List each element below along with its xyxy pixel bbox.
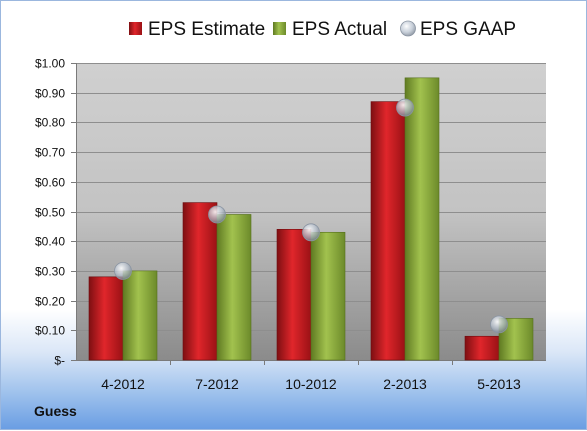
bar-actual <box>404 77 440 361</box>
y-tick-label: $0.50 <box>35 206 65 220</box>
y-tick-label: $1.00 <box>35 57 65 71</box>
legend-swatch-estimate <box>129 22 142 35</box>
y-tick-label: $0.90 <box>35 87 65 101</box>
y-tick-label: $0.10 <box>35 324 65 338</box>
legend-label: EPS GAAP <box>420 19 516 40</box>
x-tick-label: 2-2013 <box>383 376 427 392</box>
bar-estimate <box>276 229 312 361</box>
y-tick-label: $0.70 <box>35 146 65 160</box>
x-tick-label: 5-2013 <box>477 376 521 392</box>
x-tick-label: 10-2012 <box>285 376 337 392</box>
y-tick-label: $0.30 <box>35 265 65 279</box>
bar-actual <box>310 231 346 361</box>
y-tick-label: $0.20 <box>35 295 65 309</box>
x-tick-label: 4-2012 <box>101 376 145 392</box>
gaap-marker <box>302 223 320 242</box>
bar-estimate <box>88 276 124 361</box>
y-tick-label: $0.60 <box>35 176 65 190</box>
bar-actual <box>216 214 252 361</box>
legend: EPS Estimate EPS Actual EPS GAAP <box>129 19 516 40</box>
y-tick-label: $0.40 <box>35 235 65 249</box>
legend-swatch-gaap <box>400 20 416 37</box>
x-axis-ticks: 4-2012 7-2012 10-2012 2-2013 5-2013 <box>101 376 521 392</box>
company-name: Guess <box>34 403 77 419</box>
legend-label: EPS Actual <box>292 19 387 40</box>
bar-actual <box>122 270 158 361</box>
gaap-marker <box>396 98 414 117</box>
legend-label: EPS Estimate <box>148 19 265 40</box>
bar-estimate <box>464 335 500 361</box>
legend-swatch-actual <box>273 22 286 35</box>
gaap-markers <box>114 98 508 334</box>
gaap-marker <box>490 315 508 334</box>
bar-estimate <box>370 101 406 361</box>
x-tick-label: 7-2012 <box>195 376 239 392</box>
y-tick-label: $0.80 <box>35 116 65 130</box>
y-axis-ticks: $- $0.10 $0.20 $0.30 $0.40 $0.50 $0.60 $0.70 $0.… <box>35 57 65 368</box>
gaap-marker <box>208 205 226 224</box>
bars <box>88 77 534 361</box>
y-tick-label: $- <box>54 354 65 368</box>
bar-estimate <box>182 202 218 361</box>
gaap-marker <box>114 261 132 280</box>
